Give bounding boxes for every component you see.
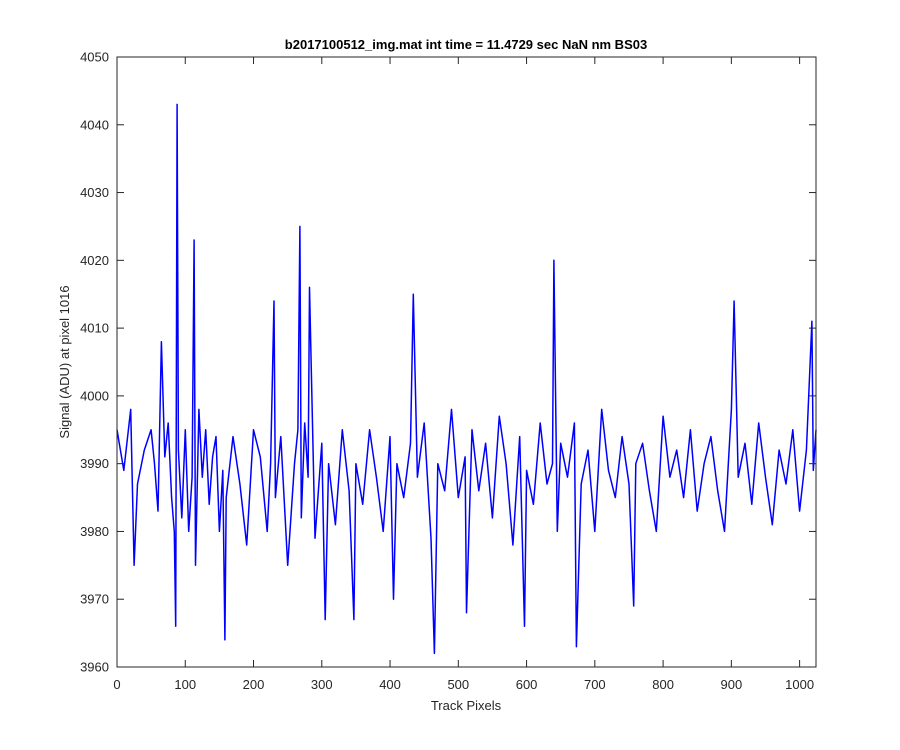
x-tick-label: 900 [721,677,743,692]
x-tick-label: 100 [174,677,196,692]
y-tick-label: 3960 [80,660,109,675]
x-tick-label: 1000 [785,677,814,692]
x-tick-label: 500 [447,677,469,692]
y-axis-label: Signal (ADU) at pixel 1016 [57,285,72,438]
x-tick-label: 800 [652,677,674,692]
y-tick-label: 4000 [80,388,109,403]
x-tick-label: 700 [584,677,606,692]
x-axis: 0 100 200 300 400 500 600 700 800 900 1000 [113,57,814,692]
x-tick-label: 200 [243,677,265,692]
plot-area [116,56,817,668]
y-tick-label: 3970 [80,592,109,607]
x-tick-label: 0 [113,677,120,692]
y-tick-label: 3980 [80,524,109,539]
y-tick-label: 3990 [80,456,109,471]
axes-box [116,56,817,668]
series-line [116,103,817,655]
x-axis-label: Track Pixels [431,698,502,713]
chart-title: b2017100512_img.mat int time = 11.4729 s… [285,37,647,52]
y-tick-label: 4010 [80,321,109,336]
x-tick-label: 400 [379,677,401,692]
x-tick-label: 300 [311,677,333,692]
y-tick-label: 4030 [80,185,109,200]
y-tick-label: 4050 [80,50,109,65]
y-axis: 3960 3970 3980 3990 4000 4010 4020 4030 4040 4050 [80,50,816,675]
y-tick-label: 4020 [80,253,109,268]
x-tick-label: 600 [516,677,538,692]
y-tick-label: 4040 [80,117,109,132]
